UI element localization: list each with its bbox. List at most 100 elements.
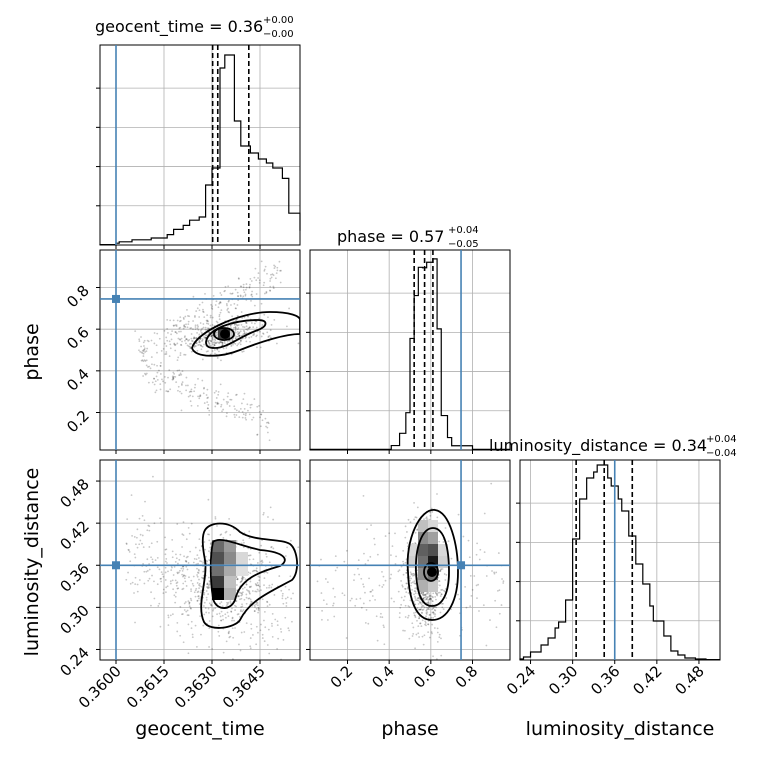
sample-point — [198, 397, 201, 400]
sample-point — [257, 584, 260, 587]
sample-point — [197, 595, 200, 597]
sample-point — [370, 524, 372, 527]
sample-point — [274, 265, 277, 268]
sample-point — [207, 404, 210, 406]
sample-point — [222, 618, 224, 621]
sample-point — [415, 633, 418, 636]
sample-point — [196, 331, 198, 334]
sample-point — [145, 372, 148, 375]
sample-point — [447, 540, 450, 543]
sample-point — [268, 652, 271, 655]
sample-point — [369, 590, 372, 593]
sample-point — [189, 327, 192, 330]
sample-point — [196, 324, 199, 327]
sample-point — [201, 340, 203, 342]
sample-point — [200, 345, 203, 348]
sample-point — [262, 410, 264, 412]
sample-point — [176, 587, 179, 590]
sample-point — [186, 614, 189, 617]
sample-point — [250, 294, 253, 296]
sample-point — [219, 383, 222, 386]
sample-point — [141, 352, 144, 354]
sample-point — [207, 341, 210, 344]
sample-point — [126, 518, 129, 521]
xtick-label: 0.4 — [368, 662, 398, 692]
sample-point — [426, 596, 429, 598]
sample-point — [218, 342, 221, 345]
sample-point — [127, 571, 129, 574]
sample-point — [167, 570, 169, 573]
sample-point — [242, 609, 245, 611]
sample-point — [187, 395, 190, 398]
sample-point — [183, 318, 185, 320]
sample-point — [241, 610, 244, 613]
sample-point — [185, 560, 188, 563]
sample-point — [244, 414, 247, 417]
sample-point — [234, 342, 237, 345]
sample-point — [243, 586, 246, 589]
sample-point — [368, 599, 371, 602]
sample-point — [334, 569, 337, 572]
sample-point — [229, 635, 232, 638]
sample-point — [421, 604, 424, 607]
sample-point — [145, 570, 148, 573]
sample-point — [186, 609, 189, 612]
sample-point — [414, 616, 417, 619]
sample-point — [223, 290, 226, 293]
sample-point — [209, 316, 212, 319]
sample-point — [222, 651, 225, 654]
sample-point — [233, 302, 236, 305]
sample-point — [214, 352, 216, 355]
sample-point — [435, 658, 438, 660]
contour-outer — [200, 522, 298, 629]
density-cell — [428, 520, 438, 532]
sample-point — [196, 327, 199, 330]
sample-point — [277, 637, 280, 640]
sample-point — [462, 535, 465, 538]
sample-point — [211, 324, 214, 326]
sample-point — [164, 560, 167, 563]
sample-point — [180, 392, 183, 395]
sample-point — [156, 583, 159, 586]
sample-point — [272, 547, 275, 550]
sample-point — [218, 313, 221, 316]
sample-point — [125, 578, 128, 581]
sample-point — [427, 631, 430, 634]
sample-point — [196, 575, 199, 578]
sample-point — [418, 617, 421, 620]
sample-point — [245, 286, 248, 289]
sample-point — [275, 342, 278, 345]
sample-point — [252, 334, 254, 337]
sample-point — [321, 618, 323, 621]
sample-point — [263, 610, 266, 613]
sample-point — [429, 597, 432, 600]
sample-point — [182, 316, 185, 319]
sample-point — [265, 291, 268, 294]
sample-point — [261, 324, 264, 326]
sample-point — [225, 347, 228, 349]
sample-point — [261, 598, 264, 601]
ytick-label: 0.36 — [56, 559, 92, 595]
contour-mid — [415, 527, 450, 607]
sample-point — [228, 311, 231, 314]
sample-point — [253, 398, 256, 400]
sample-point — [234, 326, 237, 329]
sample-point — [145, 350, 148, 353]
sample-point — [194, 316, 196, 318]
sample-point — [182, 534, 185, 537]
sample-point — [439, 611, 442, 614]
sample-point — [234, 408, 236, 410]
sample-point — [264, 626, 267, 629]
sample-point — [197, 395, 199, 398]
sample-point — [183, 577, 186, 580]
sample-point — [427, 599, 430, 601]
sample-point — [428, 606, 431, 609]
sample-point — [236, 577, 239, 580]
sample-point — [440, 593, 443, 596]
sample-point — [180, 344, 183, 347]
sample-point — [194, 324, 197, 327]
sample-point — [173, 342, 176, 345]
sample-point — [260, 260, 263, 263]
sample-point — [280, 269, 282, 272]
sample-point — [186, 344, 189, 347]
